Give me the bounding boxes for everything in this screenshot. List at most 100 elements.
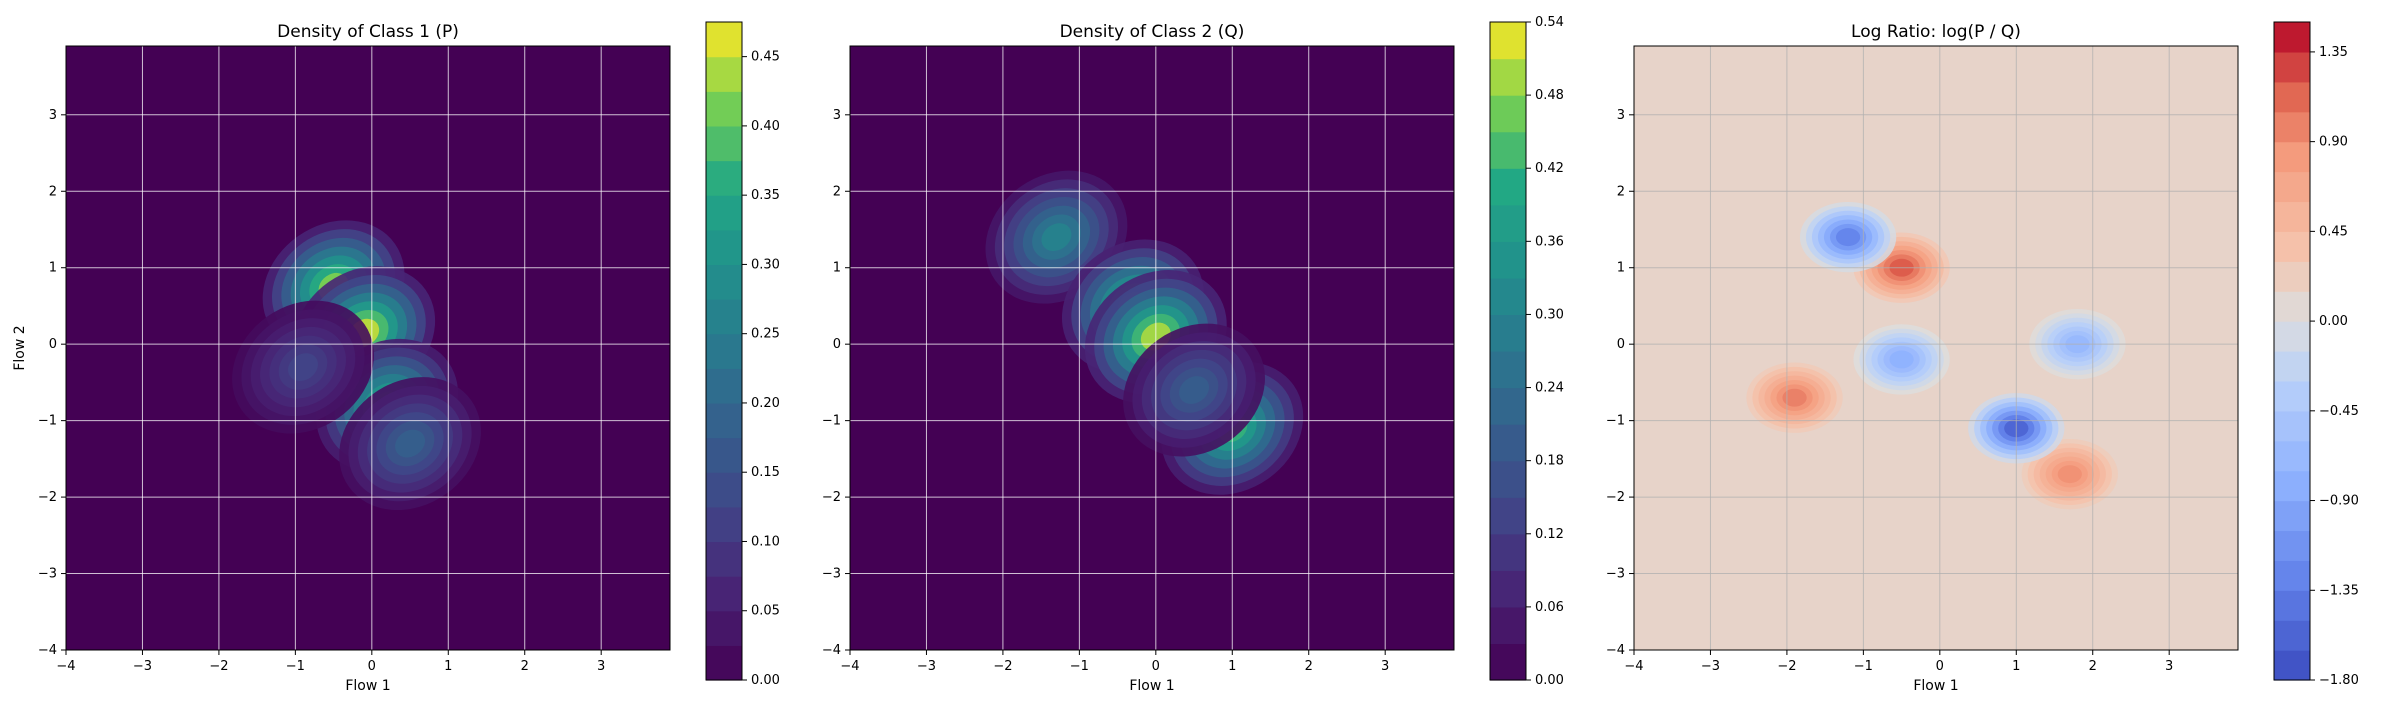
y-tick-label: 1 xyxy=(49,261,57,276)
chart-title: Density of Class 2 (Q) xyxy=(1060,22,1245,42)
colorbar-band xyxy=(1490,570,1526,608)
y-tick-label: −1 xyxy=(822,414,841,429)
y-tick-label: 3 xyxy=(833,108,841,123)
y-tick-label: 3 xyxy=(49,108,57,123)
colorbar-band xyxy=(706,610,742,646)
x-tick-label: 1 xyxy=(2012,659,2020,674)
colorbar-band xyxy=(1490,351,1526,389)
colorbar-band xyxy=(706,645,742,681)
x-tick-label: −2 xyxy=(1777,659,1796,674)
colorbar: −1.80 −1.35 −0.90 −0.45 0.00 0.45 0.90 1.35 xyxy=(2273,21,2359,688)
colorbar-band xyxy=(1490,424,1526,462)
x-tick-label: 3 xyxy=(597,659,605,674)
colorbar-band xyxy=(1490,131,1526,169)
x-tick-label: −1 xyxy=(1854,659,1873,674)
chart-title: Density of Class 1 (P) xyxy=(277,22,459,42)
y-tick-label: 2 xyxy=(833,184,841,199)
colorbar-band xyxy=(706,437,742,473)
colorbar-tick-label: 0.45 xyxy=(751,50,780,65)
density-blob-6 xyxy=(1889,350,1914,369)
y-axis-label: Flow 2 xyxy=(12,325,28,370)
colorbar-band xyxy=(706,160,742,196)
colorbar-band xyxy=(1490,460,1526,498)
x-tick-label: −3 xyxy=(133,659,152,674)
y-tick-label: −3 xyxy=(822,567,841,582)
y-tick-label: 1 xyxy=(1617,261,1625,276)
colorbar-band xyxy=(706,56,742,92)
colorbar-band xyxy=(1490,204,1526,242)
colorbar-band xyxy=(1490,241,1526,279)
x-tick-label: 1 xyxy=(1228,659,1236,674)
colorbar-frame xyxy=(1489,21,1527,681)
colorbar-band xyxy=(1490,168,1526,206)
colorbar-tick-label: 0.12 xyxy=(1535,527,1564,542)
colorbar-band xyxy=(2274,410,2310,442)
colorbar-frame xyxy=(705,21,743,681)
chart-panel-3: −4 −3 −2 −1 0 1 2 3 −4 −3 −2 −1 0 1 2 3 Log Ratio: log(P… xyxy=(1606,21,2359,694)
x-axis-label: Flow 1 xyxy=(1913,678,1958,694)
x-axis-label: Flow 1 xyxy=(1129,678,1174,694)
x-tick-label: −4 xyxy=(56,659,75,674)
colorbar-tick-label: 0.45 xyxy=(2319,224,2348,239)
y-tick-label: −3 xyxy=(1606,567,1625,582)
colorbar-band xyxy=(1490,387,1526,425)
colorbar-band xyxy=(2274,231,2310,262)
colorbar-band xyxy=(706,264,742,300)
colorbar-tick-label: −1.35 xyxy=(2319,583,2359,598)
colorbar-band xyxy=(1490,22,1526,60)
colorbar-band xyxy=(1490,643,1526,681)
y-tick-label: −1 xyxy=(38,414,57,429)
colorbar-band xyxy=(2274,261,2310,292)
y-tick-label: −3 xyxy=(38,567,57,582)
axes-frame xyxy=(849,45,1455,651)
y-tick-label: 1 xyxy=(833,261,841,276)
colorbar: 0.00 0.05 0.10 0.15 0.20 0.25 0.30 0.35 0.40 0.45 xyxy=(705,21,780,688)
colorbar-tick-label: 0.42 xyxy=(1535,161,1564,176)
y-tick-label: 2 xyxy=(49,184,57,199)
x-tick-label: 1 xyxy=(444,659,452,674)
colorbar-band xyxy=(706,299,742,335)
x-axis-label: Flow 1 xyxy=(345,678,390,694)
colorbar-tick-label: 0.20 xyxy=(751,396,780,411)
density-blob-2 xyxy=(1782,388,1807,407)
x-tick-label: −4 xyxy=(1624,659,1643,674)
y-tick-label: 2 xyxy=(1617,184,1625,199)
colorbar-band xyxy=(706,402,742,439)
y-tick-label: 0 xyxy=(49,337,57,352)
chart-panel-2: −4 −3 −2 −1 0 1 2 3 −4 −3 −2 −1 0 1 2 3 Density of Class… xyxy=(822,15,1564,694)
colorbar-band xyxy=(2274,351,2310,382)
colorbar-band xyxy=(2274,560,2310,591)
colorbar-tick-label: 0.00 xyxy=(1535,673,1564,688)
colorbar-tick-label: 0.40 xyxy=(751,119,780,134)
chart-title: Log Ratio: log(P / Q) xyxy=(1851,22,2021,42)
colorbar-band xyxy=(706,541,742,577)
density-blob-4 xyxy=(395,429,426,458)
colorbar-band xyxy=(2274,440,2310,472)
colorbar-band xyxy=(2274,291,2310,322)
colorbar-band xyxy=(2274,22,2310,53)
colorbar-band xyxy=(1490,606,1526,645)
colorbar-band xyxy=(2274,470,2310,502)
y-tick-label: 0 xyxy=(1617,337,1625,352)
colorbar-tick-label: 0.25 xyxy=(751,327,780,342)
colorbar-tick-label: 0.35 xyxy=(751,188,780,203)
colorbar-tick-label: 0.36 xyxy=(1535,234,1564,249)
density-blob-5 xyxy=(1179,376,1210,404)
colorbar-tick-label: 0.05 xyxy=(751,604,780,619)
colorbar-band xyxy=(2274,321,2310,352)
colorbar-tick-label: 0.90 xyxy=(2319,135,2348,150)
colorbar-band xyxy=(1490,95,1526,133)
y-tick-label: 0 xyxy=(833,337,841,352)
colorbar-tick-label: −0.90 xyxy=(2319,494,2359,509)
x-tick-label: 3 xyxy=(2165,659,2173,674)
colorbar-band xyxy=(2274,590,2310,621)
x-tick-label: 0 xyxy=(1152,659,1160,674)
x-tick-label: 2 xyxy=(521,659,529,674)
colorbar-band xyxy=(2274,650,2310,681)
colorbar-band xyxy=(2274,380,2310,412)
y-tick-label: −2 xyxy=(1606,490,1625,505)
colorbar-tick-label: 0.15 xyxy=(751,465,780,480)
colorbar-band xyxy=(2274,201,2310,232)
y-tick-label: −2 xyxy=(822,490,841,505)
colorbar-band xyxy=(706,506,742,543)
